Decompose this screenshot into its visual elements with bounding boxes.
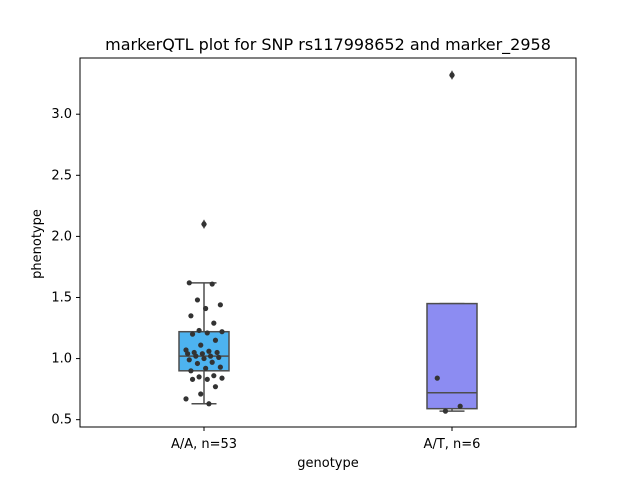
data-point	[209, 359, 215, 365]
data-point	[201, 221, 207, 227]
data-point	[193, 353, 199, 359]
y-axis: 0.5 1.0 1.5 2.0 2.5 3.0	[51, 107, 80, 428]
data-point	[209, 281, 215, 287]
y-tick-label: 1.5	[51, 290, 72, 305]
box-iqr	[426, 302, 478, 410]
data-point	[217, 364, 223, 370]
plot-frame	[79, 57, 577, 428]
data-point	[196, 374, 202, 380]
y-axis-label: phenotype	[30, 209, 45, 279]
data-point	[198, 342, 204, 348]
data-point	[211, 320, 217, 326]
data-point	[449, 72, 455, 78]
data-point	[199, 351, 205, 357]
data-point	[189, 331, 196, 337]
data-point	[206, 348, 212, 354]
data-point	[207, 353, 214, 359]
data-point	[211, 373, 217, 379]
x-tick-label: A/A, n=53	[171, 437, 237, 452]
data-point	[219, 329, 225, 335]
data-point	[183, 396, 189, 402]
data-point	[186, 280, 192, 286]
data-point	[194, 297, 201, 303]
data-point	[196, 327, 202, 334]
y-tick-label: 2.5	[51, 168, 72, 183]
y-tick-label: 0.5	[51, 413, 72, 428]
x-axis-label: genotype	[297, 456, 358, 471]
chart-title: markerQTL plot for SNP rs117998652 and m…	[105, 35, 551, 55]
data-point	[217, 302, 223, 308]
data-point	[201, 355, 207, 362]
data-point	[185, 351, 191, 357]
data-point	[216, 354, 222, 360]
x-axis: A/A, n=53 A/T, n=6	[171, 427, 481, 452]
data-point	[203, 365, 209, 371]
x-tick-label: A/T, n=6	[424, 437, 481, 452]
data-point	[214, 349, 220, 356]
data-point	[189, 376, 196, 382]
data-point	[212, 337, 219, 343]
y-tick-label: 3.0	[51, 107, 72, 122]
data-point	[198, 391, 204, 397]
data-point	[203, 305, 209, 312]
data-point	[204, 376, 210, 382]
data-point	[188, 313, 194, 319]
data-point	[457, 403, 463, 409]
data-point	[434, 375, 440, 381]
box-group	[426, 70, 478, 414]
data-point	[442, 408, 449, 414]
data-point	[212, 384, 219, 390]
box-group	[178, 219, 230, 407]
plot-area	[178, 70, 478, 414]
y-tick-label: 2.0	[51, 229, 72, 244]
data-point	[219, 375, 225, 381]
data-point	[204, 330, 210, 336]
data-point	[206, 401, 212, 407]
y-tick-label: 1.0	[51, 352, 72, 367]
data-point	[194, 360, 201, 367]
data-point	[188, 368, 194, 374]
data-point	[186, 357, 192, 363]
